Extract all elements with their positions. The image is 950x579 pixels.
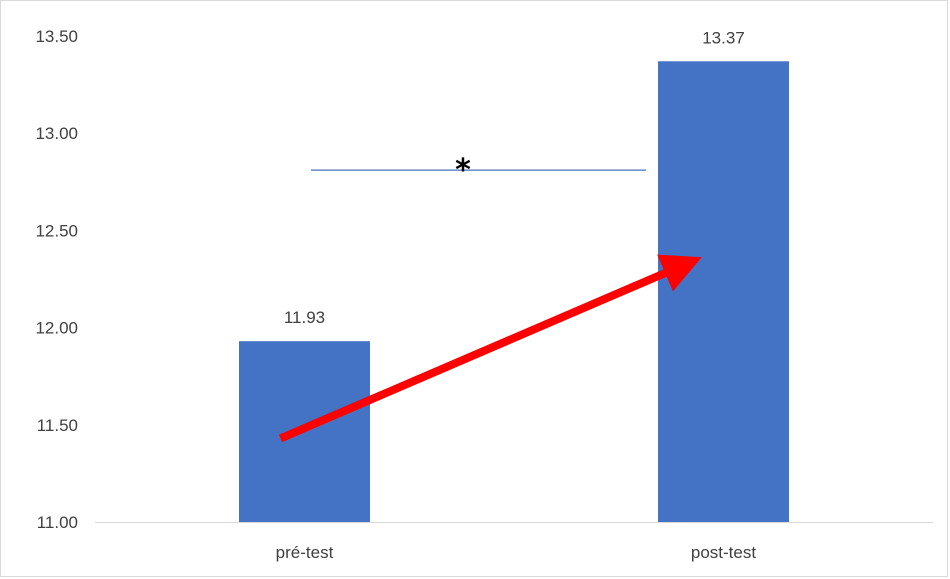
bar-value-label: 13.37 (702, 28, 745, 47)
y-tick-label: 13.50 (35, 27, 78, 46)
bar-value-label: 11.93 (284, 308, 325, 327)
category-labels: pré-test post-test (276, 543, 757, 562)
y-tick-label: 12.50 (35, 221, 78, 240)
trend-arrow (278, 254, 702, 443)
y-axis: 11.00 11.50 12.00 12.50 13.00 13.50 (35, 27, 78, 532)
x-category-label: pré-test (276, 543, 334, 562)
bar (658, 61, 789, 522)
x-category-label: post-test (691, 543, 756, 562)
bars (239, 61, 789, 522)
significance-marker: * (455, 153, 471, 188)
y-tick-label: 11.50 (37, 416, 78, 435)
y-tick-label: 13.00 (35, 124, 78, 143)
data-labels: 11.93 13.37 (284, 28, 745, 327)
y-tick-label: 12.00 (35, 319, 78, 338)
y-tick-label: 11.00 (37, 513, 78, 532)
